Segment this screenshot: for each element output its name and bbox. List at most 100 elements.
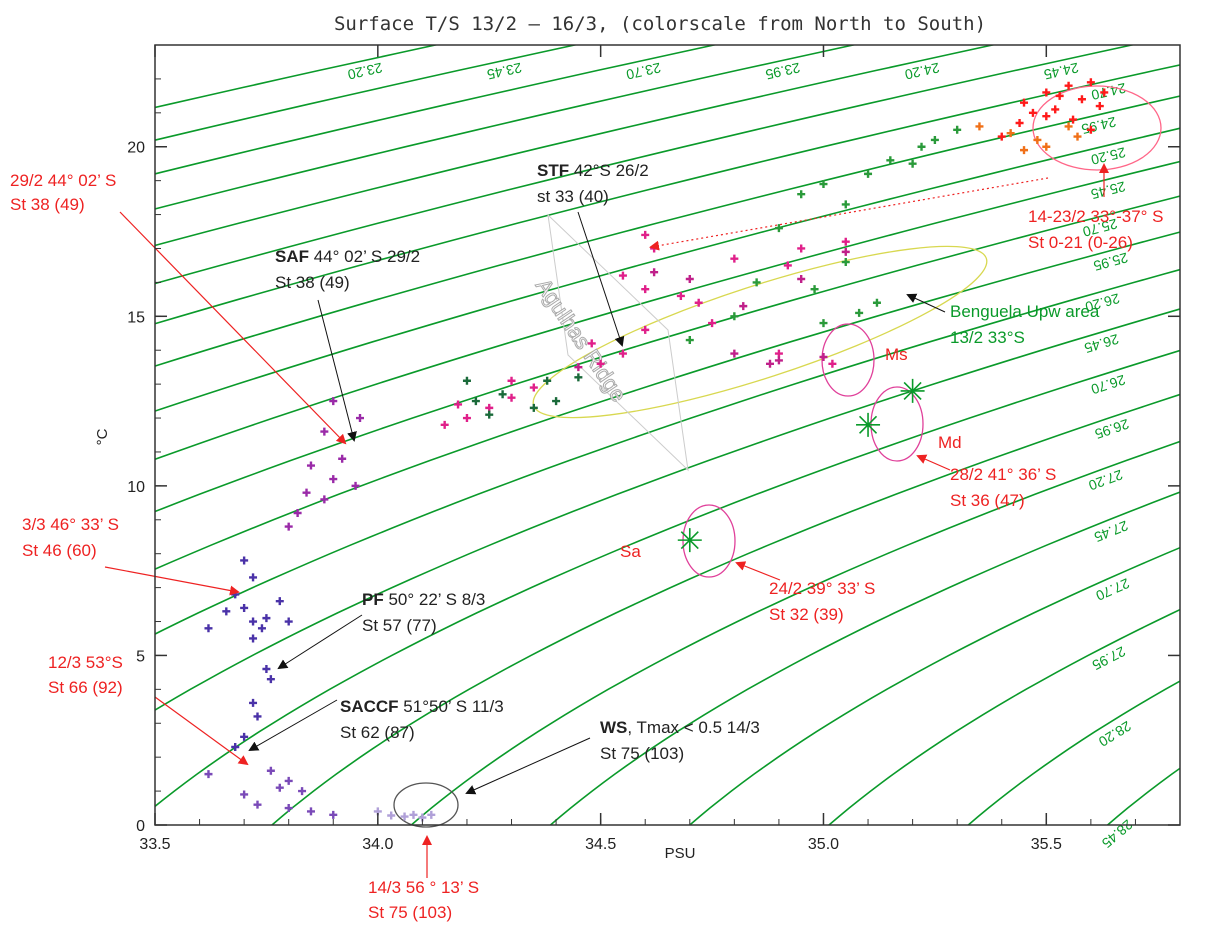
ann-saf-line2: St 38 (49) — [275, 273, 350, 292]
data-point — [1015, 119, 1024, 127]
data-point — [284, 522, 293, 531]
ann-stf-rest: 42°S 26/2 — [569, 161, 649, 180]
ann-ws-line1: WS, Tmax < 0.5 14/3 — [600, 718, 760, 737]
isopycnal-label: 23.45 — [485, 60, 523, 83]
data-point — [810, 285, 819, 294]
ann-pf-rest: 50° 22’ S 8/3 — [384, 590, 486, 609]
x-tick-label: 34.5 — [585, 836, 616, 853]
isopycnal-label: 23.95 — [764, 60, 802, 83]
data-point — [739, 302, 748, 311]
data-point — [574, 373, 583, 382]
ann-pf-line1: PF 50° 22’ S 8/3 — [362, 590, 485, 609]
data-point — [730, 312, 739, 321]
data-point — [797, 244, 806, 253]
isopycnal-label: 26.70 — [1089, 372, 1127, 398]
data-point — [917, 142, 926, 151]
y-axis-label: °C — [94, 428, 111, 445]
isopycnal-label: 28.45 — [1099, 816, 1136, 851]
data-point — [574, 363, 583, 372]
arrow-st36-red — [916, 454, 951, 471]
arrow-benguela-black — [906, 293, 946, 313]
ann-pf-line2: St 57 (77) — [362, 616, 437, 635]
data-point — [302, 488, 311, 497]
data-point — [543, 376, 552, 385]
data-point — [783, 261, 792, 270]
isopycnal-label: 26.95 — [1093, 416, 1132, 442]
data-point — [685, 275, 694, 283]
data-point — [841, 247, 850, 256]
arrow-st46-red — [104, 566, 240, 596]
data-point — [284, 776, 293, 785]
data-point — [240, 556, 249, 565]
data-point — [462, 376, 471, 385]
arrow-saccf-black — [248, 699, 338, 751]
y-tick-label: 0 — [136, 818, 145, 835]
data-point — [587, 339, 596, 348]
data-point — [1051, 105, 1060, 114]
x-tick-label: 33.5 — [139, 836, 170, 853]
data-point — [471, 397, 480, 406]
data-point — [351, 481, 360, 490]
data-point — [930, 135, 939, 144]
ann-ws-bold: WS — [600, 718, 627, 737]
data-point — [828, 359, 837, 368]
ws-water-mass-circle — [393, 782, 459, 828]
ann-benguela-line1: Benguela Upw area — [950, 302, 1100, 321]
isopycnal-line — [967, 680, 1180, 825]
ann-st66-line2: St 66 (92) — [48, 678, 123, 697]
isopycnal-line — [155, 45, 1136, 285]
ann-st66-line1: 12/3 53°S — [48, 653, 123, 672]
arrow-stf-black — [577, 211, 625, 347]
data-point — [766, 359, 774, 368]
isopycnal-label: 23.20 — [346, 60, 384, 83]
data-point — [552, 397, 561, 406]
isopycnal-line — [155, 308, 1180, 712]
isopycnal-label: 27.95 — [1090, 643, 1129, 673]
data-point — [306, 461, 315, 470]
isopycnal-line — [155, 127, 1180, 412]
data-point — [440, 420, 449, 429]
ann-st75-red-line1: 14/3 56 ° 13’ S — [368, 878, 479, 897]
data-point — [266, 675, 275, 684]
x-tick-label: 35.0 — [808, 836, 839, 853]
data-point — [872, 298, 881, 307]
isopycnal-label: 23.70 — [625, 60, 663, 83]
data-point — [797, 275, 806, 283]
plot-frame — [154, 44, 1181, 826]
data-point — [841, 258, 850, 267]
data-point — [1042, 142, 1051, 151]
isopycnal-label: 27.45 — [1092, 518, 1131, 546]
data-point — [356, 414, 364, 423]
isopycnal-line — [827, 608, 1180, 825]
data-point — [293, 509, 302, 517]
data-point — [1086, 125, 1095, 134]
y-tick-label: 15 — [127, 309, 145, 326]
data-point — [1055, 91, 1064, 100]
ann-md-label: Md — [938, 433, 962, 452]
ann-saccf-bold: SACCF — [340, 697, 399, 716]
data-point — [774, 349, 783, 358]
ann-st38-line2: St 38 (49) — [10, 195, 85, 214]
data-point — [641, 285, 650, 294]
ann-st38-line1: 29/2 44° 02’ S — [10, 171, 116, 190]
ann-saf-bold: SAF — [275, 247, 309, 266]
isopycnal-line — [155, 231, 1180, 571]
y-tick-label: 20 — [127, 140, 145, 157]
sa-water-mass-circle — [682, 504, 736, 578]
isopycnal-label: 25.20 — [1089, 144, 1127, 168]
data-point — [240, 790, 249, 799]
data-point — [529, 383, 538, 392]
data-point — [249, 698, 258, 707]
data-point — [262, 665, 271, 673]
y-tick-label: 10 — [127, 479, 145, 496]
data-point — [685, 336, 694, 345]
ann-st46-line1: 3/3 46° 33’ S — [22, 515, 119, 534]
star-marker — [856, 412, 881, 437]
data-point — [320, 495, 329, 504]
data-point — [596, 359, 605, 368]
arrow-st0-red-dotted — [649, 177, 1049, 251]
chart-title: Surface T/S 13/2 – 16/3, (colorscale fro… — [334, 13, 986, 35]
data-point — [1064, 81, 1073, 90]
isopycnal-line — [688, 546, 1180, 825]
data-point — [618, 349, 627, 358]
